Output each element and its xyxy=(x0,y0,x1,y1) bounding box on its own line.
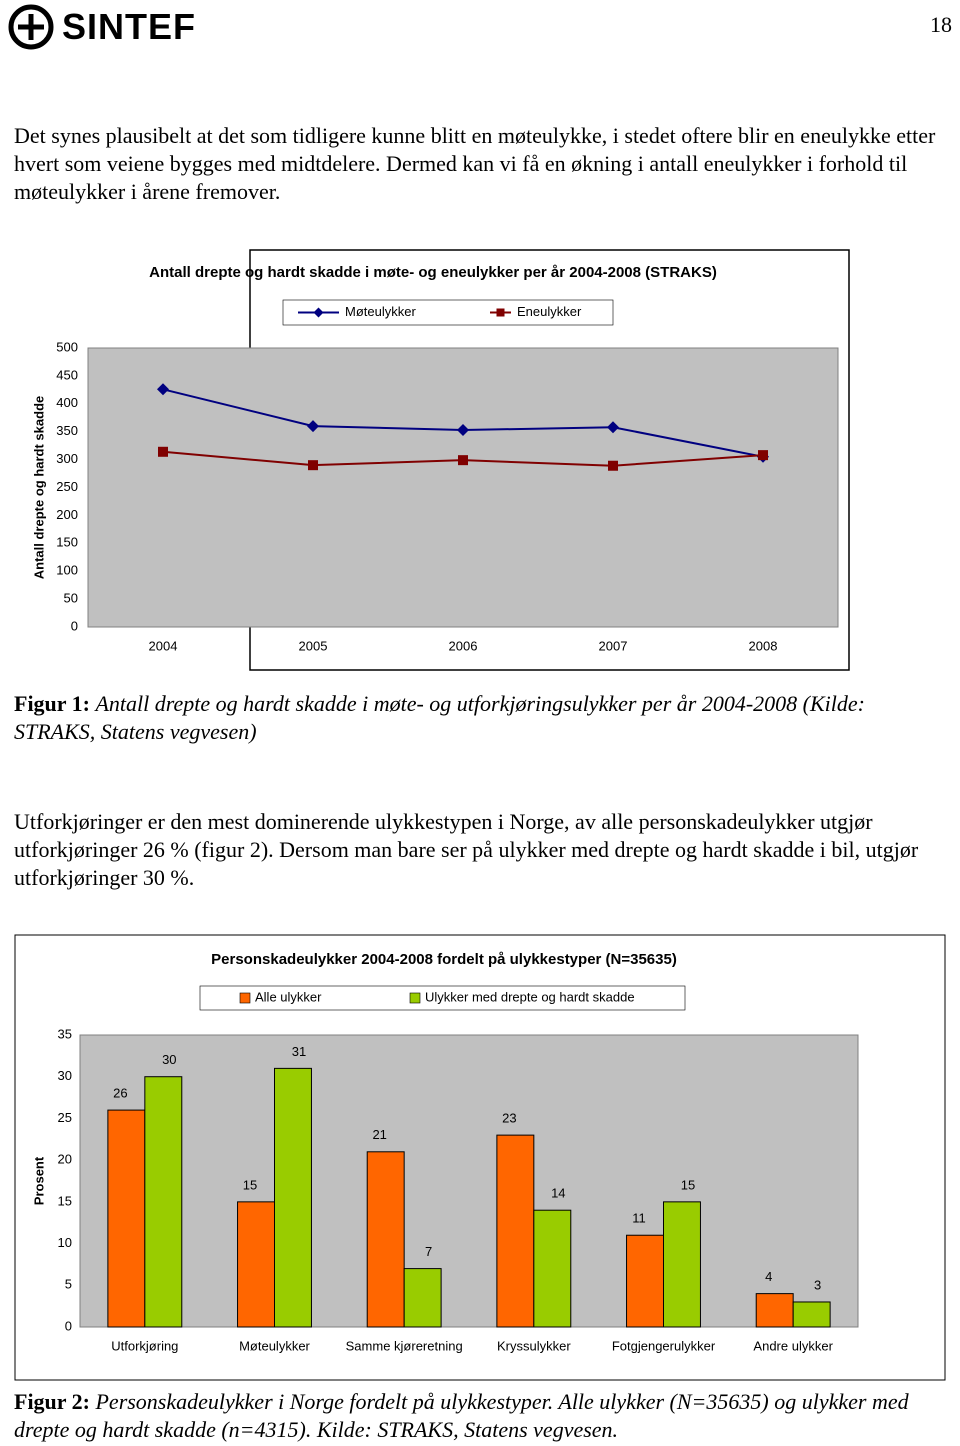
data-label: 31 xyxy=(292,1044,306,1059)
data-label: 26 xyxy=(113,1086,127,1101)
legend-swatch xyxy=(239,992,251,1004)
x-tick-label: 2007 xyxy=(599,638,628,653)
legend-label: Alle ulykker xyxy=(255,989,322,1004)
bar xyxy=(366,1151,405,1328)
y-tick-label: 200 xyxy=(56,507,78,522)
x-tick-label: Utforkjøring xyxy=(111,1338,178,1353)
y-tick-label: 5 xyxy=(65,1277,72,1292)
y-tick-label: 400 xyxy=(56,395,78,410)
legend-label: Ulykker med drepte og hardt skadde xyxy=(425,989,635,1004)
y-tick-label: 450 xyxy=(56,367,78,382)
chart-title: Antall drepte og hardt skadde i møte- og… xyxy=(149,264,717,281)
y-tick-label: 30 xyxy=(58,1068,72,1083)
paragraph: Det synes plausibelt at det som tidliger… xyxy=(14,123,936,204)
data-label: 15 xyxy=(243,1177,257,1192)
plot-area xyxy=(79,1034,859,1328)
data-label: 7 xyxy=(425,1244,432,1259)
bar xyxy=(755,1293,794,1328)
y-tick-label: 150 xyxy=(56,535,78,550)
y-tick-label: 500 xyxy=(56,339,78,354)
y-tick-label: 0 xyxy=(65,1318,72,1333)
x-tick-label: 2006 xyxy=(449,638,478,653)
bar xyxy=(626,1234,664,1328)
y-tick-label: 15 xyxy=(58,1193,72,1208)
data-label: 30 xyxy=(162,1052,176,1067)
data-label: 4 xyxy=(765,1269,772,1284)
y-tick-label: 50 xyxy=(64,591,78,606)
x-tick-label: 2005 xyxy=(299,638,328,653)
caption-label: Figur 1: xyxy=(14,691,90,716)
y-tick-label: 250 xyxy=(56,479,78,494)
y-tick-label: 10 xyxy=(58,1235,72,1250)
plot-area xyxy=(87,347,839,628)
y-tick-label: 0 xyxy=(71,618,78,633)
bar xyxy=(533,1209,572,1328)
bar xyxy=(663,1201,701,1328)
y-tick-label: 20 xyxy=(58,1152,72,1167)
y-tick-label: 35 xyxy=(58,1026,72,1041)
marker xyxy=(157,383,169,396)
y-tick-label: 100 xyxy=(56,563,78,578)
x-tick-label: Fotgjengerulykker xyxy=(612,1338,716,1353)
legend xyxy=(282,299,614,326)
bar xyxy=(274,1067,312,1328)
caption-label: Figur 2: xyxy=(14,1389,90,1414)
legend-marker xyxy=(313,307,324,318)
marker xyxy=(307,420,319,433)
bar xyxy=(237,1201,275,1328)
logo-icon xyxy=(8,4,54,50)
marker xyxy=(608,460,618,471)
marker xyxy=(758,450,768,461)
y-tick-label: 350 xyxy=(56,423,78,438)
chart-title: Personskadeulykker 2004-2008 fordelt på … xyxy=(211,951,677,968)
line xyxy=(162,388,764,458)
bar xyxy=(107,1109,146,1328)
x-tick-label: Samme kjøreretning xyxy=(346,1338,463,1353)
logo: SINTEF xyxy=(8,4,196,50)
marker xyxy=(457,424,469,437)
data-label: 11 xyxy=(632,1211,646,1226)
y-tick-label: 25 xyxy=(58,1110,72,1125)
x-tick-label: Kryssulykker xyxy=(497,1338,571,1353)
marker xyxy=(757,450,769,463)
marker xyxy=(458,455,468,466)
y-tick-label: 300 xyxy=(56,451,78,466)
data-label: 15 xyxy=(681,1177,695,1192)
chart-frame xyxy=(249,249,850,671)
y-axis-label: Prosent xyxy=(31,1156,46,1205)
bar xyxy=(496,1134,535,1328)
bar xyxy=(403,1268,442,1328)
legend-marker xyxy=(496,308,505,317)
legend-label: Eneulykker xyxy=(517,304,582,319)
chart-frame xyxy=(14,934,946,1381)
marker xyxy=(158,446,168,457)
legend-swatch xyxy=(409,992,421,1004)
bar xyxy=(144,1076,183,1328)
x-tick-label: 2008 xyxy=(749,638,778,653)
caption-text: Antall drepte og hardt skadde i møte- og… xyxy=(14,691,865,744)
paragraph: Utforkjøringer er den mest dominerende u… xyxy=(14,809,919,890)
caption-text: Personskadeulykker i Norge fordelt på ul… xyxy=(14,1389,909,1442)
x-tick-label: Andre ulykker xyxy=(753,1338,833,1353)
bar xyxy=(792,1301,831,1328)
legend xyxy=(199,985,686,1011)
page-number: 18 xyxy=(930,12,952,37)
data-label: 23 xyxy=(502,1111,516,1126)
line xyxy=(162,450,764,467)
caption: Figur 1: Antall drepte og hardt skadde i… xyxy=(14,690,949,746)
data-label: 21 xyxy=(372,1127,386,1142)
marker xyxy=(607,421,619,434)
legend-label: Møteulykker xyxy=(345,304,416,319)
caption: Figur 2: Personskadeulykker i Norge ford… xyxy=(14,1388,949,1444)
marker xyxy=(308,460,318,471)
x-tick-label: Møteulykker xyxy=(239,1338,310,1353)
x-tick-label: 2004 xyxy=(149,638,178,653)
logo-text: SINTEF xyxy=(62,6,197,47)
data-label: 14 xyxy=(551,1186,565,1201)
data-label: 3 xyxy=(814,1277,821,1292)
y-axis-label: Antall drepte og hardt skadde xyxy=(31,396,46,579)
